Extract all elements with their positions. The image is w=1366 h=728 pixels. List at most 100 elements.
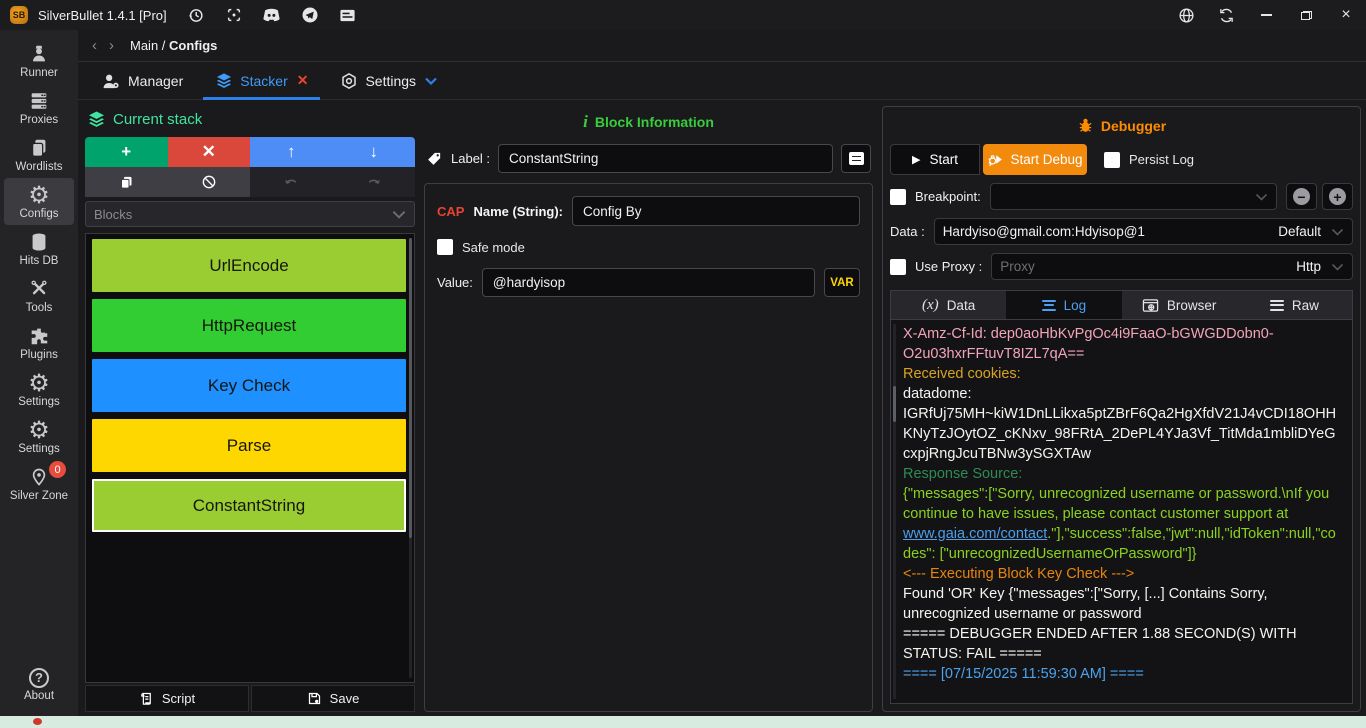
stack-block[interactable]: ConstantString (92, 479, 406, 532)
debugger-panel: Debugger ▶ Start Start Debug Persist Log (882, 106, 1361, 712)
blocks-dropdown[interactable]: Blocks (85, 201, 415, 227)
tab-manager[interactable]: Manager (90, 62, 195, 99)
breakpoint-row: Breakpoint: − + (890, 183, 1353, 210)
disable-block-button[interactable] (167, 167, 250, 197)
log-scrollbar[interactable] (893, 324, 896, 699)
clone-block-button[interactable] (85, 167, 168, 197)
nav-back-icon[interactable]: ‹ (92, 37, 97, 54)
globe-icon[interactable] (1166, 0, 1206, 30)
stack-toolbar-row2 (85, 167, 415, 197)
status-red-dot-icon (33, 718, 42, 725)
sidebar-item-runner[interactable]: Runner (4, 37, 74, 84)
sidebar-item-tools[interactable]: Tools (4, 272, 74, 319)
notes-button[interactable] (841, 144, 871, 173)
sidebar-item-wordlists[interactable]: Wordlists (4, 131, 74, 178)
undo-button[interactable] (250, 167, 333, 197)
block-slash-icon (202, 175, 216, 189)
safe-mode-checkbox[interactable] (437, 239, 453, 255)
hex-gear-icon (342, 72, 357, 89)
current-stack-panel: Current stack + ✕ ↑ ↓ (85, 100, 415, 712)
app-title: SilverBullet 1.4.1 [Pro] (38, 7, 167, 23)
redo-button[interactable] (332, 167, 415, 197)
capture-icon[interactable] (223, 4, 245, 26)
database-icon (32, 232, 46, 251)
debug-tab-browser[interactable]: Browser (1122, 291, 1237, 319)
start-button[interactable]: ▶ Start (890, 144, 980, 175)
app-logo-icon: SB (10, 6, 28, 24)
remove-breakpoint-button[interactable]: − (1286, 183, 1317, 210)
current-stack-header: Current stack (85, 100, 415, 137)
move-block-down-button[interactable]: ↓ (332, 137, 415, 167)
history-icon[interactable] (185, 4, 207, 26)
delete-block-button[interactable]: ✕ (167, 137, 250, 167)
stack-block[interactable]: UrlEncode (92, 239, 406, 292)
sidebar-item-label: Tools (25, 301, 53, 314)
stack-block[interactable]: HttpRequest (92, 299, 406, 352)
data-row: Data : Hardyiso@gmail.com:Hdyisop@1 Defa… (890, 218, 1353, 245)
use-proxy-checkbox[interactable] (890, 258, 906, 275)
restore-button[interactable] (1286, 0, 1326, 30)
tab-close-icon[interactable]: ✕ (296, 72, 309, 88)
sidebar-item-silver-zone[interactable]: 0 Silver Zone (4, 460, 74, 507)
close-button[interactable]: × (1341, 6, 1351, 23)
breakpoint-checkbox[interactable] (890, 188, 906, 205)
proxy-placeholder: Proxy (1000, 259, 1035, 274)
value-input[interactable]: @hardyisop (481, 268, 815, 297)
save-button[interactable]: Save (251, 685, 415, 712)
debug-tab-raw[interactable]: Raw (1237, 291, 1352, 319)
debug-tab-log[interactable]: Log (1006, 291, 1122, 319)
debug-tab-data[interactable]: (x) Data (891, 291, 1006, 319)
data-input[interactable]: Hardyiso@gmail.com:Hdyisop@1 Default (933, 218, 1353, 245)
persist-log-checkbox[interactable] (1104, 151, 1120, 168)
sidebar: Runner Proxies Wordlists ⚙ Configs Hits … (0, 30, 78, 716)
bug-icon (1079, 118, 1092, 132)
stack-layers-icon (89, 111, 104, 127)
sidebar-item-label: About (23, 689, 55, 702)
layers-icon (217, 73, 232, 88)
proxy-input[interactable]: Proxy Http (991, 253, 1353, 280)
label-input[interactable]: ConstantString (498, 144, 833, 173)
chevron-down-icon (1331, 228, 1344, 236)
configs-gear-icon: ⚙ (28, 180, 50, 209)
stack-block[interactable]: Parse (92, 419, 406, 472)
telegram-icon[interactable] (299, 4, 321, 26)
minimize-button[interactable] (1246, 0, 1286, 30)
redo-icon (368, 179, 381, 184)
label-value: ConstantString (509, 151, 599, 166)
breakpoint-dropdown[interactable] (989, 183, 1277, 210)
start-debug-button[interactable]: Start Debug (983, 144, 1087, 175)
tab-settings[interactable]: Settings (328, 62, 449, 99)
log-link[interactable]: www.gaia.com/contact (903, 526, 1048, 542)
debug-log-area[interactable]: X-Amz-Cf-Id: dep0aoHbKvPgOc4i9FaaO-bGWGD… (890, 320, 1353, 704)
sidebar-item-label: Runner (20, 66, 58, 79)
sidebar-item-plugins[interactable]: Plugins (4, 319, 74, 366)
sidebar-item-label: Proxies (19, 113, 59, 126)
sidebar-item-proxies[interactable]: Proxies (4, 84, 74, 131)
var-button[interactable]: VAR (824, 268, 860, 297)
sidebar-item-about[interactable]: ? About (4, 661, 74, 708)
plugin-icon (31, 328, 48, 344)
nav-forward-icon[interactable]: › (109, 37, 114, 54)
sidebar-item-hits-db[interactable]: Hits DB (4, 225, 74, 272)
sync-icon[interactable] (1206, 0, 1246, 30)
current-stack-title: Current stack (113, 110, 203, 128)
name-input[interactable]: Config By (572, 196, 860, 226)
stack-block[interactable]: Key Check (92, 359, 406, 412)
news-icon[interactable] (337, 4, 359, 26)
core-gear-icon: ⚙ (28, 415, 50, 444)
script-button[interactable]: Script (85, 685, 249, 712)
sidebar-item-core-settings[interactable]: ⚙ Settings (4, 413, 74, 460)
sidebar-item-sb-settings[interactable]: ⚙ Settings (4, 366, 74, 413)
add-block-button[interactable]: + (85, 137, 168, 167)
sidebar-item-configs[interactable]: ⚙ Configs (4, 178, 74, 225)
debug-tab-label: Data (946, 297, 976, 313)
block-info-panel: i Block Information Label : ConstantStri… (424, 100, 873, 712)
stack-list-scrollbar[interactable] (409, 238, 412, 678)
discord-icon[interactable] (261, 4, 283, 26)
name-caption: Name (String): (473, 203, 564, 219)
tab-stacker[interactable]: Stacker ✕ (203, 62, 321, 100)
move-block-up-button[interactable]: ↑ (250, 137, 333, 167)
debug-tab-label: Raw (1291, 297, 1319, 313)
copy-icon (120, 176, 132, 189)
add-breakpoint-button[interactable]: + (1322, 183, 1353, 210)
